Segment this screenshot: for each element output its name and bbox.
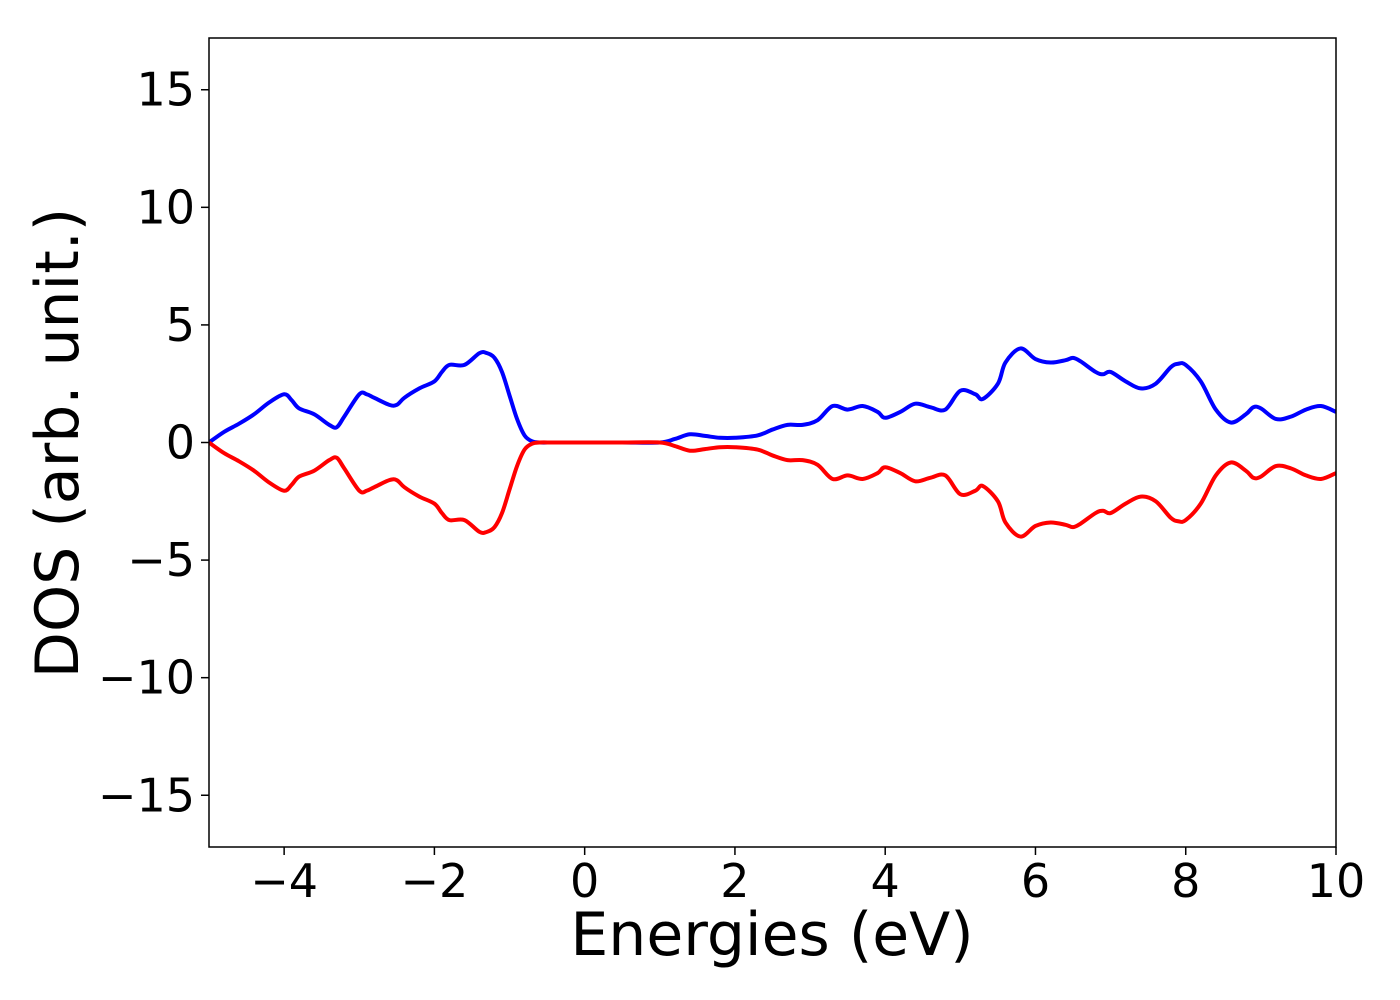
x-axis-ticks: −4 −2 0 2 4 6 8 10	[250, 847, 1365, 908]
y-axis-ticks: 15 10 5 0 −5 −10 −15	[98, 63, 209, 822]
y-tick-label: 10	[136, 180, 195, 234]
y-tick-label: −15	[98, 768, 195, 822]
x-tick-label: 0	[570, 854, 599, 908]
y-tick-label: 15	[136, 63, 195, 117]
x-tick-label: 4	[871, 854, 900, 908]
x-tick-label: −4	[250, 854, 318, 908]
plot-area	[209, 346, 1336, 539]
y-tick-label: −10	[98, 651, 195, 705]
x-tick-label: 10	[1307, 854, 1366, 908]
x-tick-label: 8	[1171, 854, 1200, 908]
series-layer	[209, 346, 1336, 539]
x-axis-title: Energies (eV)	[570, 900, 973, 970]
y-tick-label: 5	[166, 298, 195, 352]
x-tick-label: −2	[400, 854, 468, 908]
y-tick-label: −5	[127, 533, 195, 587]
x-tick-label: 6	[1021, 854, 1050, 908]
series-line-spin-up	[209, 346, 1336, 445]
series-line-spin-down	[209, 440, 1336, 539]
y-tick-label: 0	[166, 416, 195, 470]
x-tick-label: 2	[720, 854, 749, 908]
y-axis-title: DOS (arb. unit.)	[23, 208, 93, 678]
